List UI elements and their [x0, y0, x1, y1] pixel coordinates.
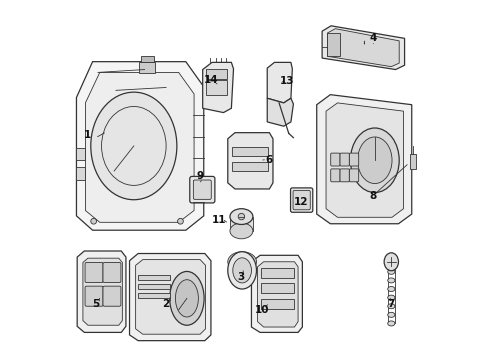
Bar [138, 275, 171, 280]
Polygon shape [317, 95, 412, 224]
Polygon shape [228, 133, 273, 189]
Bar [261, 283, 294, 293]
Polygon shape [251, 255, 302, 332]
Polygon shape [322, 26, 405, 69]
Ellipse shape [388, 304, 395, 309]
FancyBboxPatch shape [331, 169, 340, 182]
Text: 8: 8 [370, 191, 377, 201]
Polygon shape [258, 262, 298, 327]
FancyBboxPatch shape [291, 188, 313, 212]
Text: 1: 1 [84, 130, 92, 140]
FancyBboxPatch shape [103, 262, 121, 283]
Polygon shape [76, 62, 204, 230]
Bar [327, 33, 340, 56]
Ellipse shape [388, 287, 395, 292]
Text: 9: 9 [196, 171, 204, 181]
FancyBboxPatch shape [190, 176, 215, 203]
Polygon shape [203, 62, 234, 113]
Bar [76, 148, 85, 160]
Text: 6: 6 [266, 155, 273, 165]
Ellipse shape [230, 209, 253, 225]
Ellipse shape [358, 137, 392, 184]
Bar [138, 284, 171, 289]
Text: 5: 5 [92, 299, 99, 309]
Ellipse shape [228, 252, 256, 272]
Ellipse shape [388, 295, 395, 300]
Text: 12: 12 [294, 197, 308, 207]
Ellipse shape [388, 278, 395, 283]
Text: 3: 3 [238, 272, 245, 282]
FancyBboxPatch shape [349, 169, 359, 182]
Bar [206, 80, 227, 95]
Ellipse shape [91, 92, 177, 200]
Circle shape [238, 213, 245, 220]
FancyBboxPatch shape [331, 153, 340, 166]
Polygon shape [327, 29, 399, 67]
Bar [261, 267, 294, 278]
Text: 11: 11 [212, 215, 226, 225]
Ellipse shape [384, 253, 398, 271]
Bar [230, 217, 253, 231]
Polygon shape [129, 253, 211, 341]
Circle shape [91, 219, 97, 224]
Polygon shape [85, 72, 194, 222]
Polygon shape [83, 258, 122, 325]
Bar [261, 299, 294, 309]
Circle shape [177, 219, 183, 224]
Ellipse shape [228, 252, 256, 289]
Ellipse shape [175, 280, 198, 317]
FancyBboxPatch shape [194, 180, 211, 199]
Polygon shape [267, 62, 293, 103]
Text: 2: 2 [162, 299, 169, 309]
Polygon shape [77, 251, 126, 332]
Text: 10: 10 [255, 305, 270, 315]
Bar [138, 293, 171, 298]
FancyBboxPatch shape [340, 153, 349, 166]
Polygon shape [326, 103, 403, 217]
Bar [232, 162, 269, 171]
Ellipse shape [388, 312, 395, 318]
FancyBboxPatch shape [293, 190, 310, 210]
Polygon shape [136, 260, 205, 334]
Bar [139, 62, 155, 73]
Polygon shape [267, 98, 294, 126]
Bar [141, 56, 153, 62]
Text: 7: 7 [388, 299, 395, 309]
Ellipse shape [350, 128, 399, 193]
Ellipse shape [233, 258, 251, 283]
Bar [232, 147, 269, 156]
Bar [76, 167, 85, 180]
Ellipse shape [388, 269, 395, 274]
Text: 14: 14 [204, 75, 218, 85]
FancyBboxPatch shape [85, 262, 103, 283]
Text: 13: 13 [279, 76, 294, 86]
FancyBboxPatch shape [349, 153, 359, 166]
FancyBboxPatch shape [340, 169, 349, 182]
Ellipse shape [230, 223, 253, 239]
Bar [410, 154, 416, 169]
FancyBboxPatch shape [85, 286, 103, 306]
Bar [206, 69, 227, 79]
Ellipse shape [388, 321, 395, 326]
Text: 4: 4 [369, 33, 377, 43]
FancyBboxPatch shape [103, 286, 121, 306]
Ellipse shape [170, 271, 204, 325]
